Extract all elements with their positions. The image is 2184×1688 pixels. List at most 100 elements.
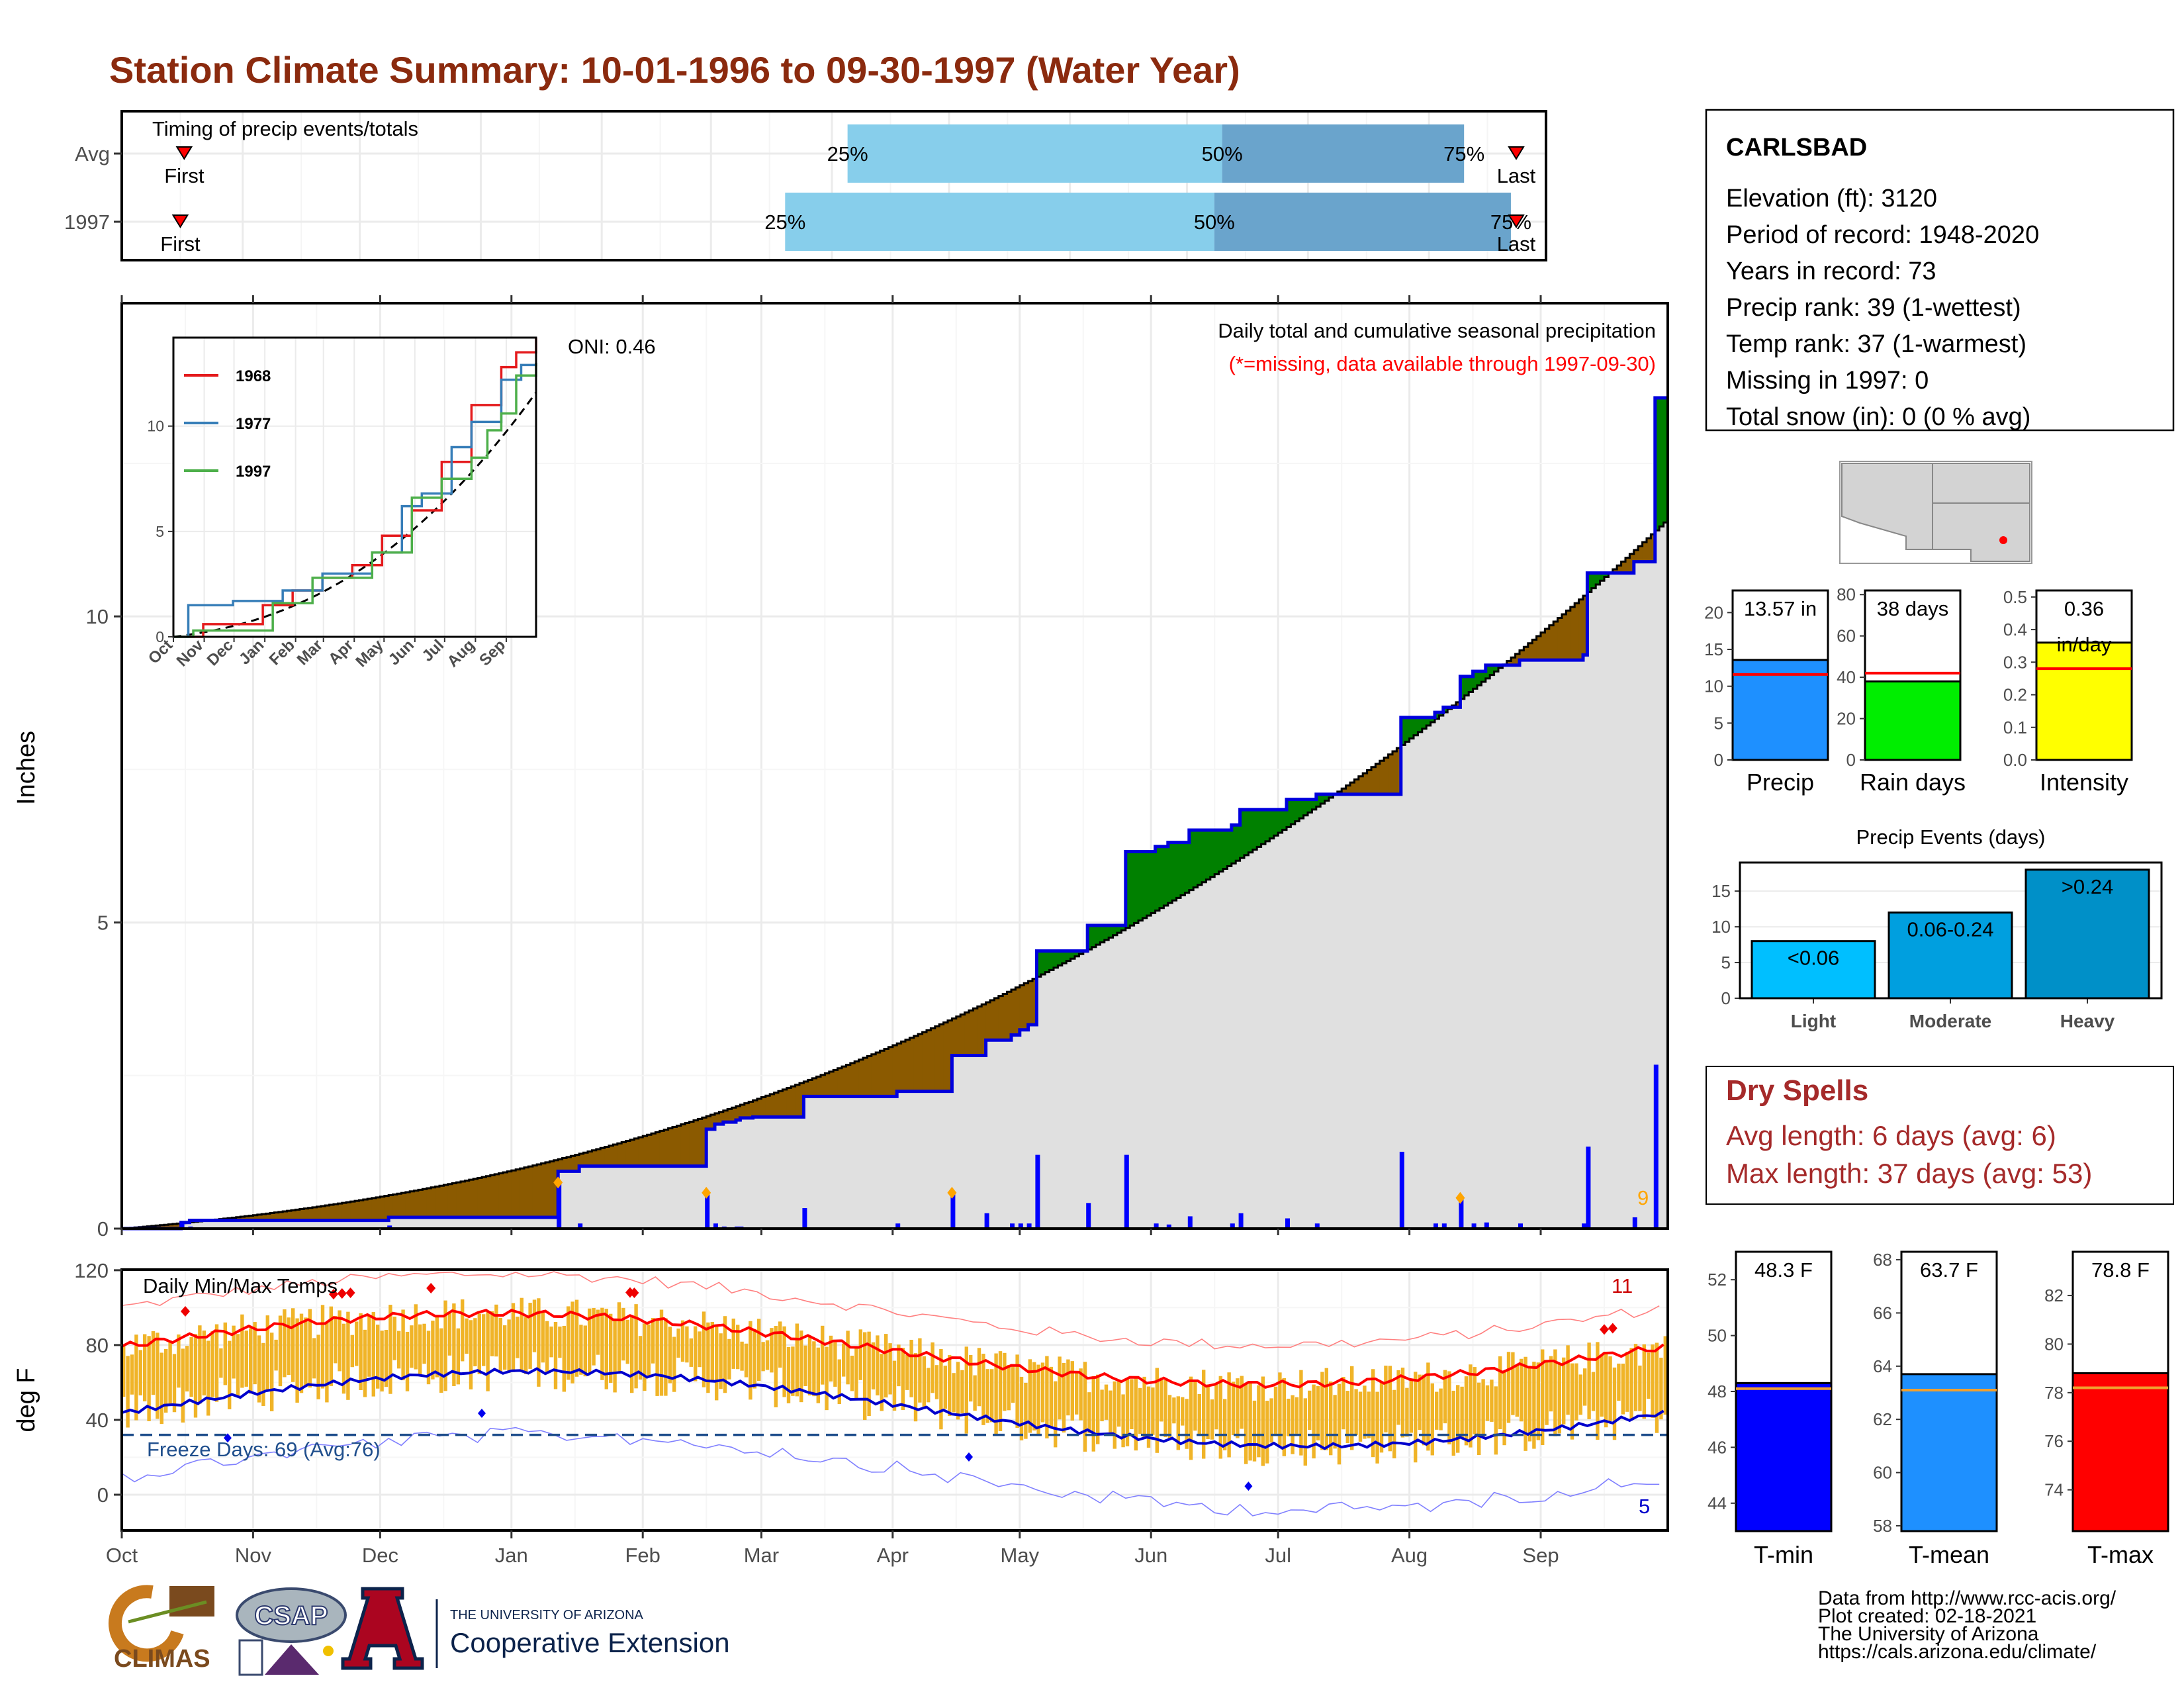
departure-fill <box>1549 625 1554 661</box>
departure-fill <box>909 1037 915 1092</box>
daily-temp-bar <box>482 1314 486 1366</box>
departure-fill <box>943 1022 948 1092</box>
departure-fill <box>443 1185 449 1217</box>
mini-chart-label: Rain days <box>1860 769 1966 796</box>
departure-fill <box>244 1216 250 1221</box>
departure-fill <box>350 1201 355 1221</box>
departure-fill <box>740 1104 745 1118</box>
departure-fill <box>291 1210 296 1221</box>
departure-fill <box>858 1059 864 1097</box>
dry-spells-avg: Avg length: 6 days (avg: 6) <box>1726 1120 2056 1151</box>
daily-temp-bar <box>528 1303 532 1369</box>
departure-fill <box>1612 569 1617 573</box>
departure-fill <box>274 1212 279 1221</box>
daily-temp-bar <box>308 1309 312 1388</box>
departure-fill <box>1248 810 1253 853</box>
departure-fill <box>465 1180 470 1217</box>
departure-fill <box>261 1214 267 1221</box>
temp-bar-tick-label: 58 <box>1873 1516 1892 1536</box>
departure-fill <box>791 1086 796 1117</box>
departure-fill <box>447 1184 453 1217</box>
daily-temp-bar <box>320 1305 325 1389</box>
departure-fill <box>346 1202 351 1221</box>
daily-temp-bar <box>1308 1390 1312 1430</box>
record-low-marker <box>965 1452 973 1462</box>
month-axis: Oct Nov Dec Jan Feb Mar Apr May Jun Jul Aug Sep <box>106 295 1559 1567</box>
daily-temp-bar <box>985 1369 989 1423</box>
daily-temp-bar <box>545 1321 549 1373</box>
daily-temp-bar <box>570 1301 574 1383</box>
daily-temp-bar <box>858 1329 862 1380</box>
daily-temp-bar <box>638 1336 643 1380</box>
departure-fill <box>278 1211 283 1221</box>
departure-fill <box>994 998 999 1041</box>
record-high-marker <box>337 1288 347 1299</box>
departure-fill <box>1019 985 1024 1030</box>
daily-temp-bar <box>948 1355 952 1416</box>
mini-chart-tick-label: 0.2 <box>2003 685 2027 705</box>
departure-fill <box>927 1030 931 1092</box>
daily-temp-bar <box>643 1323 647 1391</box>
departure-fill <box>892 1045 897 1097</box>
mini-chart-bar <box>2035 641 2133 761</box>
daily-temp-bar <box>1181 1397 1185 1426</box>
daily-temp-bar <box>689 1338 693 1367</box>
hot-days-count: 11 <box>1612 1274 1633 1297</box>
precip-y-tick-label: 0 <box>97 1217 109 1241</box>
daily-temp-bar <box>371 1312 375 1397</box>
daily-temp-bar <box>346 1311 350 1400</box>
daily-temp-bar <box>316 1335 320 1399</box>
daily-temp-bar <box>325 1323 329 1403</box>
departure-fill <box>1100 925 1105 943</box>
daily-temp-bar <box>1337 1383 1342 1465</box>
daily-temp-bar <box>1104 1384 1109 1420</box>
departure-fill <box>1663 398 1668 523</box>
daily-temp-bar <box>278 1315 283 1387</box>
daily-temp-bar <box>1392 1389 1396 1459</box>
departure-fill <box>168 1224 173 1229</box>
departure-fill <box>719 1111 724 1125</box>
daily-temp-bar <box>1596 1342 1600 1440</box>
daily-temp-bar <box>1451 1390 1455 1456</box>
daily-temp-bar <box>1647 1352 1651 1399</box>
daily-temp-bar <box>1197 1393 1201 1435</box>
mini-chart-tick-label: 5 <box>1714 713 1723 733</box>
departure-fill <box>1405 717 1410 742</box>
station-info-box: CARLSBAD Elevation (ft): 3120 Period of … <box>1705 109 2175 432</box>
departure-fill <box>897 1043 902 1092</box>
daily-temp-bar <box>1553 1349 1557 1436</box>
departure-fill <box>422 1189 428 1217</box>
daily-temp-bar <box>1257 1385 1261 1458</box>
daily-temp-bar <box>694 1326 698 1382</box>
daily-temp-bar <box>1435 1391 1439 1430</box>
daily-temp-bar <box>731 1318 735 1369</box>
departure-fill <box>461 1181 465 1217</box>
daily-temp-bar <box>880 1354 884 1411</box>
departure-fill <box>1028 980 1033 1025</box>
daily-temp-bar <box>1511 1352 1515 1415</box>
daily-temp-bar <box>122 1345 126 1397</box>
daily-temp-bar <box>770 1328 774 1373</box>
daily-temp-bar <box>1299 1370 1303 1456</box>
daily-temp-bar <box>397 1331 401 1369</box>
daily-temp-bar <box>380 1331 384 1392</box>
departure-fill <box>367 1198 373 1221</box>
daily-temp-bar <box>998 1351 1003 1431</box>
daily-temp-bar <box>1490 1380 1494 1422</box>
daily-temp-bar <box>1163 1380 1167 1438</box>
departure-fill <box>1414 717 1418 735</box>
daily-temp-bar <box>1032 1362 1036 1430</box>
departure-fill <box>507 1171 512 1217</box>
daily-temp-bar <box>1541 1349 1545 1446</box>
departure-fill <box>634 1138 639 1166</box>
daily-precip-bar <box>1285 1218 1290 1229</box>
daily-temp-bar <box>782 1326 786 1397</box>
departure-fill <box>1574 603 1580 661</box>
last-event-label: Last <box>1497 164 1536 187</box>
temp-bar-tick-label: 82 <box>2044 1286 2064 1305</box>
departure-fill <box>1227 830 1232 867</box>
daily-temp-bar <box>1409 1380 1413 1433</box>
oni-label: ONI: 0.46 <box>568 335 656 358</box>
departure-fill <box>694 1120 698 1166</box>
timing-frame <box>120 110 1547 261</box>
